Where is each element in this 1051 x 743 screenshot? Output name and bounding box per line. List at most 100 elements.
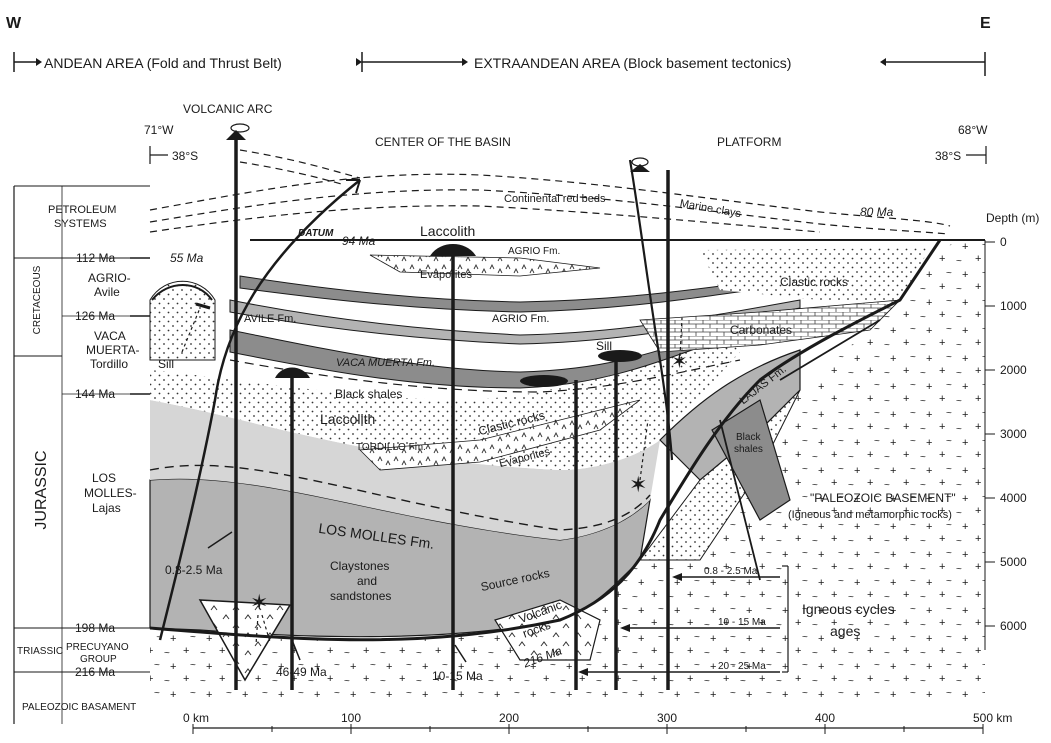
laccolith-mid-icon — [275, 367, 310, 378]
los-molles-1: LOS — [92, 471, 116, 485]
volcano-icon — [230, 123, 250, 133]
distance-tick-label: 400 — [815, 711, 835, 725]
vaca-muerta-fm-label: VACA MUERTA Fm. — [336, 357, 435, 369]
agrio-fm-top-label: AGRIO Fm. — [508, 246, 560, 257]
carbonates-layer — [639, 299, 902, 353]
claystones-2: and — [357, 574, 377, 588]
ma80-label: 80 Ma — [860, 205, 894, 219]
basement-top — [149, 239, 942, 642]
ma94-label: 94 Ma — [342, 234, 376, 248]
depth-tick-label: 1000 — [1000, 299, 1027, 313]
laccolith-mid-label: Laccolith — [320, 411, 375, 427]
cretaceous-label: CRETACEOUS — [32, 265, 43, 334]
depth-tick-label: 0 — [1000, 235, 1007, 249]
arrow-head-icon — [620, 624, 630, 632]
sill-left-icon — [195, 302, 211, 310]
age-126: 126 Ma — [75, 309, 115, 323]
triassic-label: TRIASSIC — [17, 646, 63, 657]
arrow-head-icon — [462, 58, 468, 66]
jurassic-label: JURASSIC — [33, 450, 50, 529]
star-migration-icon: ✶ — [671, 351, 688, 373]
east-label: E — [980, 15, 991, 32]
depth-axis: Depth (m) 0 1000 2000 3000 4000 5000 6000 — [984, 211, 1039, 650]
agrio-avile-1: AGRIO- — [88, 271, 131, 285]
platform-label: PLATFORM — [717, 135, 781, 149]
vaca-muerta-1: VACA — [94, 329, 126, 343]
los-molles-2: MOLLES- — [84, 486, 137, 500]
distance-tick-label: 100 — [341, 711, 361, 725]
depth-tick-label: 4000 — [1000, 491, 1027, 505]
precuyano-wedge — [198, 599, 292, 682]
ma-0825-left: 0.8-2.5 Ma — [165, 563, 223, 577]
laccolith-top-icon — [430, 244, 476, 256]
west-label: W — [6, 15, 22, 32]
star-migration-icon: ✶ — [250, 590, 268, 615]
depth-axis-title: Depth (m) — [986, 211, 1039, 225]
sill-right-label: Sill — [596, 339, 612, 353]
thrust-fault — [158, 179, 361, 641]
arrow-head-icon — [356, 58, 362, 66]
carbonates-label: Carbonates — [730, 323, 792, 337]
ma-1015: 10-15 Ma — [432, 669, 483, 683]
lat-east-label: 38°S — [935, 149, 961, 163]
sill-right-icon — [598, 350, 642, 362]
ma-4649: 46-49 Ma — [276, 665, 327, 679]
arrow-head-icon — [578, 668, 588, 676]
igneous-cycles-title-2: ages — [830, 623, 860, 639]
distance-axis: 0 km 100 200 300 400 500 km — [183, 711, 1012, 734]
tordillo-fm-label: TORDILLO Fm. — [356, 442, 426, 453]
clastic-rocks-right-label: Clastic rocks — [780, 275, 848, 289]
anticline — [149, 280, 216, 361]
depth-tick-label: 5000 — [1000, 555, 1027, 569]
center-basin-label: CENTER OF THE BASIN — [375, 135, 511, 149]
cycle-3: 20 - 25 Ma — [718, 661, 766, 672]
age-216: 216 Ma — [75, 665, 115, 679]
black-shales-right-1: Black — [736, 432, 761, 443]
sill-mid-icon — [520, 375, 568, 387]
arrow-head-icon — [672, 573, 682, 581]
laccolith-top-label: Laccolith — [420, 223, 475, 239]
migration-arrow — [639, 419, 649, 481]
cycle-2: 10 - 15 Ma — [718, 617, 766, 628]
precuyano-2: GROUP — [80, 654, 117, 665]
age-144: 144 Ma — [75, 387, 115, 401]
lajas-lower-layer — [150, 400, 660, 540]
continental-red-beds: Continental red beds — [504, 193, 606, 205]
extraandean-area-label: EXTRAANDEAN AREA (Block basement tectoni… — [474, 55, 791, 71]
datum-label: DATUM — [298, 228, 334, 239]
sill-left-label: Sill — [158, 357, 174, 371]
section-body: ✶ ✶ ✶ — [149, 123, 985, 700]
clastic-layer — [150, 330, 760, 470]
lon-west-label: 71°W — [144, 123, 174, 137]
marine-clays: Marine clays — [679, 198, 742, 221]
distance-tick-label: 500 km — [973, 711, 1012, 725]
paleozoic-basament-label: PALEOZOIC BASAMENT — [22, 702, 136, 713]
distance-tick-label: 0 km — [183, 711, 209, 725]
avile-fm-label: AVILE Fm. — [244, 313, 296, 325]
migration-arrow — [255, 614, 271, 646]
agrio-avile-2: Avile — [94, 285, 120, 299]
sill-mid-label: Sill — [527, 375, 543, 389]
petroleum-systems-2: SYSTEMS — [54, 218, 107, 230]
claystones-3: sandstones — [330, 589, 391, 603]
paleozoic-basement-title: "PALEOZOIC BASEMENT" — [810, 491, 956, 505]
lon-east-label: 68°W — [958, 123, 988, 137]
arrow-head-icon — [880, 58, 886, 66]
header: W E ANDEAN AREA (Fold and Thrust Belt) E… — [6, 15, 991, 76]
migration-arrow — [679, 317, 683, 357]
paleozoic-basement-sub: (Igneous and metamorphic rocks) — [788, 509, 952, 521]
precuyano-1: PRECUYANO — [66, 642, 129, 653]
clastic-platform — [700, 248, 930, 300]
cycle-1: 0.8 - 2.5 Ma — [704, 566, 758, 577]
igneous-cycles: 0.8 - 2.5 Ma 10 - 15 Ma 20 - 25 Ma Igneo… — [578, 565, 895, 676]
lat-west-label: 38°S — [172, 149, 198, 163]
ma55-label: 55 Ma — [170, 251, 204, 265]
evaporites-mid — [359, 399, 641, 471]
depth-tick-label: 3000 — [1000, 427, 1027, 441]
black-shales-right-2: shales — [734, 444, 763, 455]
igneous-cycles-title-1: Igneous cycles — [802, 601, 895, 617]
migration-arrow — [181, 307, 201, 353]
petroleum-systems-1: PETROLEUM — [48, 204, 116, 216]
